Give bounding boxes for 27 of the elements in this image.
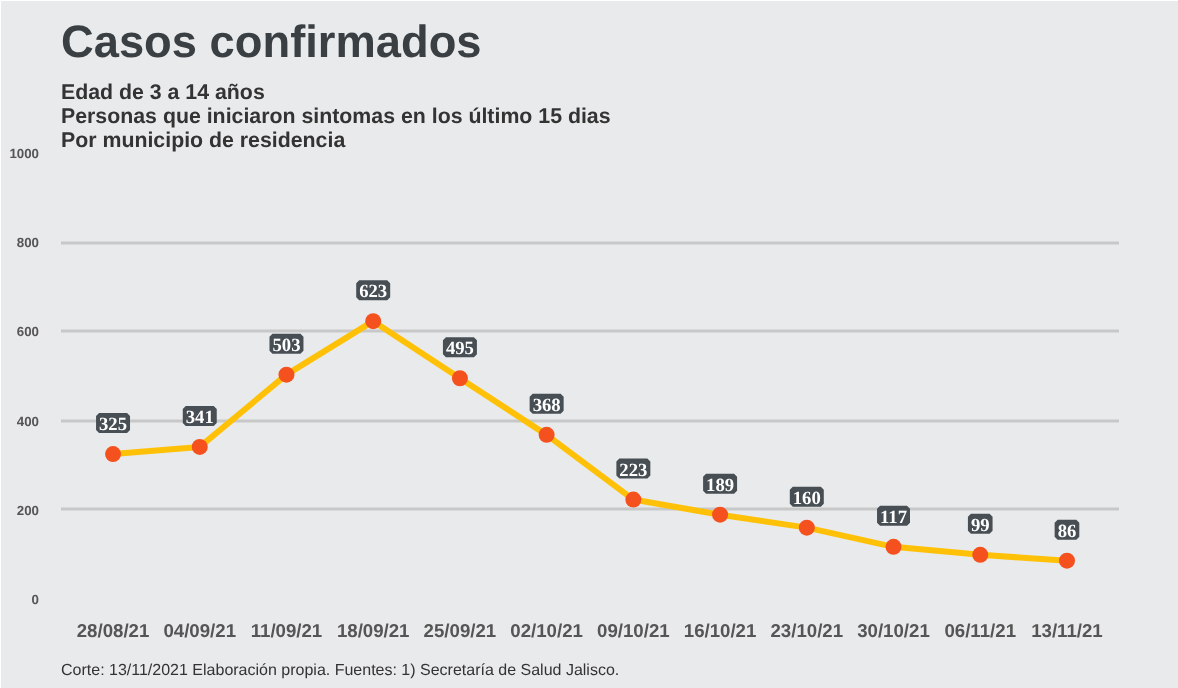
x-tick-label: 13/11/21 [1031, 621, 1103, 641]
x-tick-label: 06/11/21 [944, 621, 1017, 641]
data-label: 495 [445, 340, 475, 361]
x-tick-label: 04/09/21 [163, 621, 237, 641]
data-label: 160 [792, 489, 822, 510]
data-label: 325 [99, 416, 128, 437]
chart-subtitle: Edad de 3 a 14 años Personas que iniciaron sintomas en los último 15 dias Por municipio de residencia [61, 81, 611, 153]
x-tick-label: 23/10/21 [770, 621, 844, 641]
x-tick-label: 25/09/21 [423, 621, 497, 641]
data-label: 623 [359, 283, 388, 304]
data-label: 368 [532, 396, 562, 417]
x-tick-label: 28/08/21 [76, 621, 150, 641]
text: Corte: 13/11/2021 Elaboración propia. Fuentes: 1) Secretaría de Salud Jalisco. [61, 661, 620, 679]
x-tick-label: 11/09/21 [250, 621, 323, 641]
chart-title: Casos confirmados [61, 15, 482, 67]
x-tick-label: 30/10/21 [857, 621, 930, 641]
data-label: 117 [880, 508, 908, 529]
data-label: 99 [970, 516, 991, 537]
x-tick-label: 16/10/21 [683, 621, 757, 641]
data-label: 189 [706, 476, 735, 497]
data-label: 503 [272, 336, 302, 357]
x-tick-label: 02/10/21 [510, 621, 583, 641]
data-label: 86 [1057, 522, 1077, 543]
data-label: 223 [619, 461, 649, 482]
data-label: 341 [185, 408, 215, 429]
x-tick-label: 18/09/21 [336, 621, 410, 641]
x-tick-label: 09/10/21 [597, 621, 670, 641]
